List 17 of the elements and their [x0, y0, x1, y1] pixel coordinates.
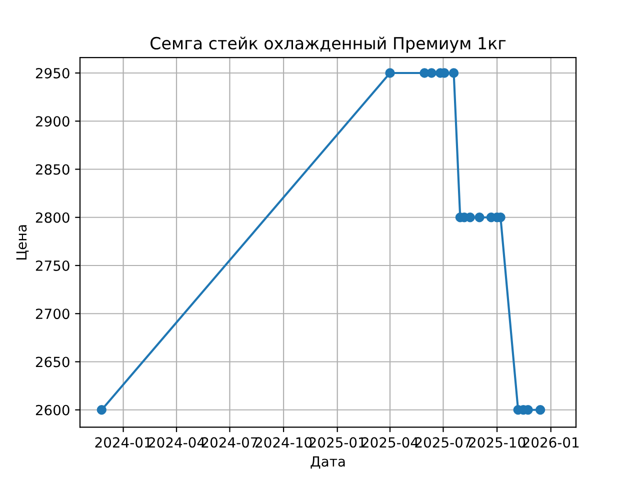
y-tick-label: 2700 [36, 308, 70, 320]
chart-title: Семга стейк охлажденный Премиум 1кг [150, 36, 506, 53]
y-tick-label: 2800 [36, 212, 70, 223]
point [535, 405, 546, 415]
y-tick-label: 2950 [36, 68, 70, 78]
y-tick-label: 2900 [36, 116, 70, 127]
y-tick-label: 2750 [36, 260, 70, 271]
y-axis-title: Цена [16, 225, 29, 260]
point [96, 405, 107, 415]
y-tick-label: 2600 [36, 404, 70, 416]
point [426, 68, 436, 78]
point [474, 212, 484, 222]
point [385, 68, 395, 78]
x-axis-title: Дата [310, 456, 345, 469]
point [448, 68, 459, 78]
y-tick-label: 2650 [36, 356, 70, 368]
y-tick-label: 2850 [36, 164, 70, 175]
